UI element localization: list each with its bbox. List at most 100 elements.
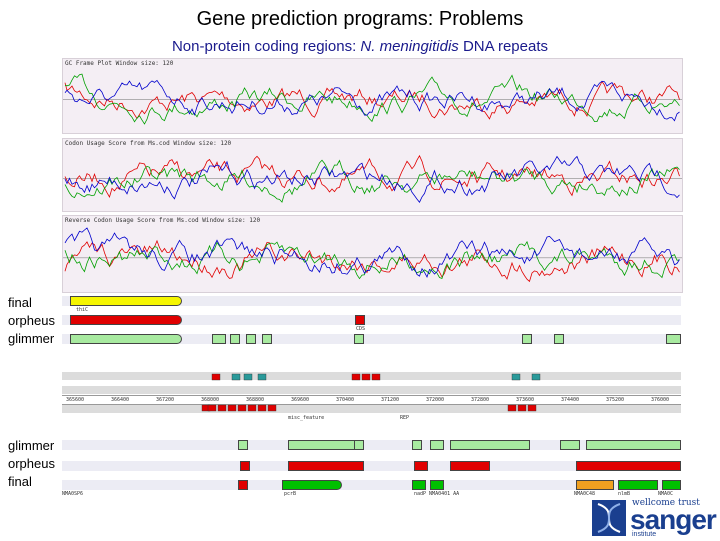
reverse-codon-plot: Reverse Codon Usage Score from Ms.cod Wi…	[62, 215, 683, 293]
subtitle-species: N. meningitidis	[360, 38, 459, 55]
reverse-codon-plot-title: Reverse Codon Usage Score from Ms.cod Wi…	[65, 217, 261, 224]
feature-glyph	[351, 373, 361, 381]
subtitle-prefix: Non-protein coding regions:	[171, 38, 361, 55]
feature-glyph	[267, 404, 277, 412]
feature-glyph	[531, 373, 541, 381]
final-bot-nmaoc[interactable]	[662, 480, 681, 490]
glimmer-top-5[interactable]	[262, 334, 272, 344]
ruler-coord: 368800	[246, 397, 265, 403]
label-nlmb: nlmB	[618, 491, 631, 497]
label-orpheus-top: orpheus	[8, 313, 55, 328]
orpheus-bot-2[interactable]	[288, 461, 364, 471]
orpheus-bot-3[interactable]	[414, 461, 428, 471]
gene-thic-label: thiC	[76, 307, 89, 313]
glimmer-top-7[interactable]	[522, 334, 532, 344]
feature-glyph	[217, 404, 227, 412]
label-nmaoc: NMA0C	[658, 491, 674, 497]
feature-glyph	[257, 373, 267, 381]
glimmer-bot-1[interactable]	[238, 440, 248, 450]
feature-row-2	[62, 386, 681, 394]
track-final-bottom	[62, 480, 681, 490]
glimmer-bot-7[interactable]	[560, 440, 580, 450]
ruler-row: 365600 366400 367200 368000 368800 369600 3704…	[62, 395, 681, 405]
gc-frame-plot: GC Frame Plot Window size: 120	[62, 58, 683, 134]
label-final-bottom: final	[8, 474, 32, 489]
glimmer-bot-5[interactable]	[430, 440, 444, 450]
feature-glyph	[517, 404, 527, 412]
ruler-coord: 366400	[111, 397, 130, 403]
trace-line-2	[64, 79, 680, 122]
glimmer-top-2[interactable]	[212, 334, 226, 344]
orpheus-bot-4[interactable]	[450, 461, 490, 471]
track-orpheus-top	[62, 315, 681, 325]
orpheus-bot-5[interactable]	[576, 461, 681, 471]
glimmer-top-1[interactable]	[70, 334, 182, 344]
codon-usage-plot: Codon Usage Score from Ms.cod Window siz…	[62, 138, 683, 212]
trace-line-2	[64, 227, 680, 279]
glimmer-bot-6[interactable]	[450, 440, 530, 450]
final-bot-4[interactable]	[430, 480, 444, 490]
ruler-coord: 373600	[516, 397, 535, 403]
feature-glyph	[527, 404, 537, 412]
cds-label-top-1: CDS	[356, 326, 366, 332]
dna-icon	[597, 503, 621, 533]
glimmer-top-6[interactable]	[354, 334, 364, 344]
slide-title: Gene prediction programs: Problems	[196, 8, 524, 30]
logo-wellcome: wellcome trust	[632, 498, 700, 508]
glimmer-top-9[interactable]	[666, 334, 681, 344]
feature-row-1	[62, 372, 681, 380]
glimmer-top-4[interactable]	[246, 334, 256, 344]
gene-thic-final[interactable]	[70, 296, 182, 306]
glimmer-bot-4[interactable]	[412, 440, 422, 450]
feature-glyph	[211, 373, 221, 381]
label-final-top: final	[8, 295, 32, 310]
feature-row-3	[62, 405, 681, 413]
orpheus-bot-1[interactable]	[240, 461, 250, 471]
glimmer-top-3[interactable]	[230, 334, 240, 344]
gene-orpheus-2[interactable]	[355, 315, 365, 325]
glimmer-top-8[interactable]	[554, 334, 564, 344]
ruler-coord: 374400	[561, 397, 580, 403]
final-bot-3[interactable]	[412, 480, 426, 490]
final-bot-nlmb[interactable]	[618, 480, 658, 490]
top-gene-tracks: thiC CDS CDS	[62, 296, 681, 348]
ruler-coord: 370400	[336, 397, 355, 403]
ruler-coord: 365600	[66, 397, 85, 403]
glimmer-bot-8[interactable]	[586, 440, 681, 450]
label-pcrb: pcrB	[284, 491, 297, 497]
gene-orpheus-1[interactable]	[70, 315, 182, 325]
ruler-coord: 376000	[651, 397, 670, 403]
label-glimmer-top: glimmer	[8, 331, 55, 346]
final-bot-pcrb[interactable]	[282, 480, 342, 490]
feature-glyph	[231, 373, 241, 381]
feature-map-svg	[201, 373, 541, 412]
trace-line-1	[64, 240, 680, 280]
feature-glyph	[237, 404, 247, 412]
track-glimmer-top	[62, 334, 681, 344]
track-glimmer-bottom	[62, 440, 681, 450]
feature-map: 365600 366400 367200 368000 368800 369600 3704…	[62, 372, 681, 422]
glimmer-bot-3[interactable]	[354, 440, 364, 450]
final-bot-nmaoc48[interactable]	[576, 480, 614, 490]
feature-glyph	[507, 404, 517, 412]
final-bot-1[interactable]	[238, 480, 248, 490]
reverse-codon-plot-svg	[63, 227, 682, 283]
trace-line-1	[64, 159, 680, 203]
trace-line-0	[64, 239, 680, 283]
slide-subtitle: Non-protein coding regions: N. meningiti…	[0, 38, 720, 55]
label-nmaosp6: NMA0SP6	[62, 491, 84, 497]
track-final-top	[62, 296, 681, 306]
feature-glyph	[511, 373, 521, 381]
sanger-logo: wellcome trust sanger institute	[592, 498, 717, 538]
logo-sanger: sanger	[630, 504, 717, 535]
trace-line-0	[64, 154, 680, 199]
feature-glyph	[243, 373, 253, 381]
feature-glyph	[361, 373, 371, 381]
codon-usage-plot-svg	[63, 154, 682, 203]
gc-frame-plot-title: GC Frame Plot Window size: 120	[65, 60, 174, 67]
label-nadp: nadP NMA0401 AA	[414, 491, 460, 497]
ruler-coord: 367200	[156, 397, 175, 403]
glimmer-bot-2[interactable]	[288, 440, 364, 450]
logo-institute: institute	[632, 531, 657, 538]
ruler-coord: 372800	[471, 397, 490, 403]
